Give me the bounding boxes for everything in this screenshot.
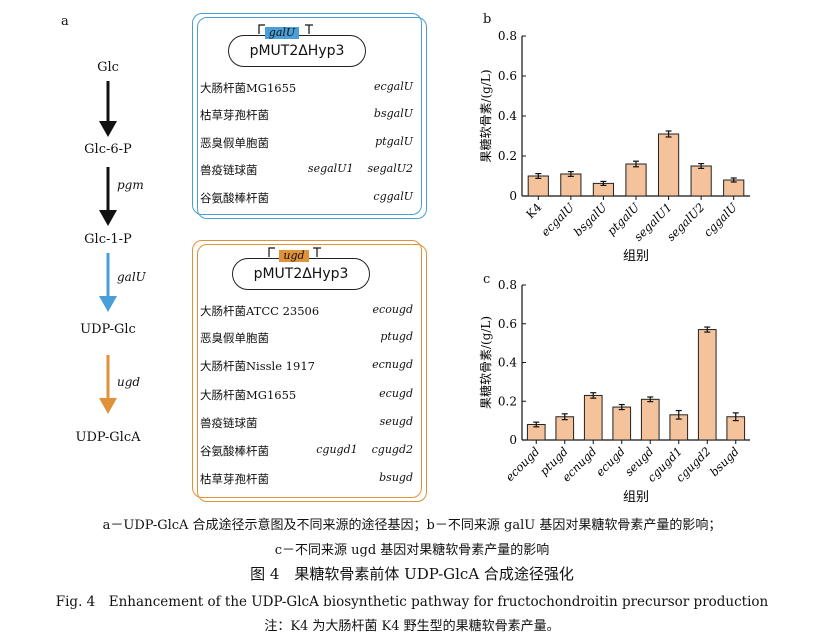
caption-line-2: c－不同来源 ugd 基因对果糖软骨素产量的影响 <box>274 543 550 558</box>
y-tick-label: 0.8 <box>498 29 517 43</box>
enzyme-pgm: pgm <box>117 178 144 192</box>
bar-K4 <box>527 175 549 197</box>
arrow-glc1p-udpglc <box>99 253 117 312</box>
bar-ecugd <box>612 406 632 441</box>
galu-row-5: 谷氨酸棒杆菌 cggalU <box>200 190 413 205</box>
figure-title-en: Fig. 4 Enhancement of the UDP-GlcA biosy… <box>55 594 769 610</box>
panel-a-label: a <box>61 14 69 29</box>
bar-segalU2 <box>690 165 712 197</box>
x-axis-label: 组别 <box>623 490 649 505</box>
ugd-box-inner <box>197 244 427 502</box>
galu-row-4: 兽疫链球菌 segalU1 segalU2 <box>200 162 413 177</box>
arrow-glc6p-glc1p <box>99 167 117 226</box>
ugd-row-4: 大肠杆菌MG1655 ecugd <box>200 387 413 402</box>
y-tick-label: 0.6 <box>498 69 517 83</box>
metabolite-glc1p: Glc-1-P <box>84 232 132 247</box>
arrow-udpglc-udpglca <box>99 355 117 414</box>
y-tick-label: 0.4 <box>498 356 517 370</box>
galu-box-inner <box>197 17 427 219</box>
ugd-row-1: 大肠杆菌ATCC 23506 ecougd <box>200 303 413 318</box>
caption-line-1: a－UDP-GlcA 合成途径示意图及不同来源的途径基因；b－不同来源 galU… <box>102 518 722 533</box>
galu-box-outer <box>192 13 422 215</box>
galu-row-1: 大肠杆菌MG1655 ecgalU <box>200 80 413 95</box>
y-tick-label: 0.6 <box>498 317 517 331</box>
bar-segalU1 <box>657 133 680 197</box>
ugd-row-6: 谷氨酸棒杆菌 cgugd1 cgugd2 <box>200 443 413 458</box>
ugd-box-outer <box>192 240 422 498</box>
x-tick-label-ecgalU: ecgalU <box>538 200 577 239</box>
chart-b: 00.20.40.60.8果糖软骨素/(g/L)K4ecgalUbsgalUpt… <box>478 29 750 264</box>
enzyme-galu: galU <box>117 270 146 284</box>
y-axis-label: 果糖软骨素/(g/L) <box>478 69 493 162</box>
galu-row-3: 恶臭假单胞菌 ptgalU <box>200 135 413 150</box>
plasmid-galu: pMUT2ΔHyp3 <box>228 35 366 67</box>
bar-ptgalU <box>625 163 647 197</box>
metabolite-udp-glca: UDP-GlcA <box>75 430 141 445</box>
arrow-glc-glc6p <box>99 81 117 137</box>
y-tick-label: 0.2 <box>498 149 517 163</box>
plasmid-ugd: pMUT2ΔHyp3 <box>232 258 370 290</box>
enzyme-ugd: ugd <box>117 375 141 389</box>
x-tick-label-K4: K4 <box>523 200 544 221</box>
panel-b-label: b <box>483 12 492 27</box>
bar-cgugd2 <box>697 329 717 441</box>
ugd-row-5: 兽疫链球菌 seugd <box>200 415 413 430</box>
y-tick-label: 0.4 <box>498 109 517 123</box>
y-axis-label: 果糖软骨素/(g/L) <box>478 316 493 409</box>
ugd-row-2: 恶臭假单胞菌 ptugd <box>200 330 413 345</box>
bar-seugd <box>640 398 660 441</box>
metabolite-glc6p: Glc-6-P <box>84 142 132 157</box>
y-tick-label: 0 <box>509 433 517 447</box>
bar-ecnugd <box>583 394 603 441</box>
x-axis-label: 组别 <box>623 249 649 264</box>
y-tick-label: 0.2 <box>498 394 517 408</box>
chart-c: 00.20.40.60.8果糖软骨素/(g/L)ecougdptugdecnug… <box>478 278 750 505</box>
metabolite-udp-glc: UDP-Glc <box>80 322 136 337</box>
y-tick-label: 0.8 <box>498 278 517 292</box>
galu-row-2: 枯草芽孢杆菌 bsgalU <box>200 107 413 122</box>
y-tick-label: 0 <box>509 189 517 203</box>
gene-tag-galu: galU <box>265 27 299 39</box>
panel-c-label: c <box>483 272 491 287</box>
metabolite-glc: Glc <box>97 60 119 75</box>
x-tick-label-bsugd: bsugd <box>707 444 742 479</box>
ugd-row-7: 枯草芽孢杆菌 bsugd <box>200 471 413 486</box>
promoter-terminator-icon <box>268 247 321 257</box>
bar-ecgalU <box>560 173 582 197</box>
x-tick-label-ecougd: ecougd <box>503 444 543 484</box>
ugd-row-3: 大肠杆菌Nissle 1917 ecnugd <box>200 358 413 373</box>
gene-tag-ugd: ugd <box>279 250 309 262</box>
x-tick-label-bsgalU: bsgalU <box>571 200 610 239</box>
promoter-terminator-icon <box>258 24 313 34</box>
x-tick-label-ecugd: ecugd <box>593 444 628 479</box>
figure-note: 注：K4 为大肠杆菌 K4 野生型的果糖软骨素产量。 <box>264 619 560 634</box>
figure-title-cn: 图 4 果糖软骨素前体 UDP-GlcA 合成途径强化 <box>250 565 574 583</box>
pathway-arrows <box>99 81 117 414</box>
x-tick-label-cggalU: cggalU <box>701 200 740 239</box>
